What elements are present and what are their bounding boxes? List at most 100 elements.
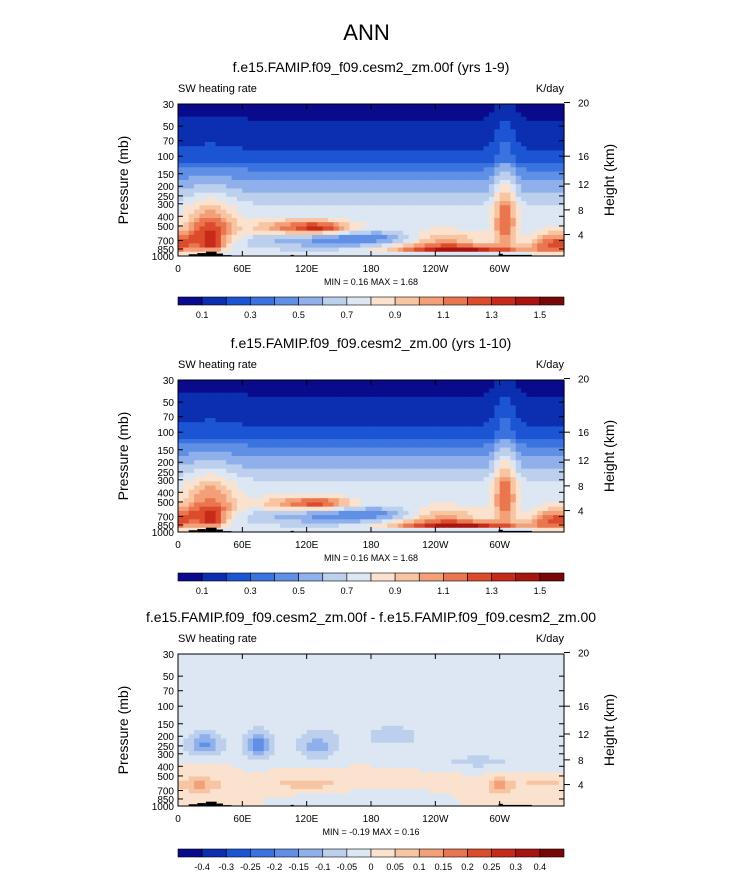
heatmap-cell [462, 409, 469, 415]
heatmap-cell [274, 196, 281, 202]
heatmap-cell [328, 218, 335, 223]
heatmap-cell [424, 146, 431, 152]
heatmap-cell [263, 464, 270, 470]
heatmap-cell [387, 494, 394, 499]
heatmap-cell [531, 456, 538, 461]
heatmap-cell [328, 112, 335, 118]
heatmap-cell [521, 409, 528, 415]
heatmap-cell [312, 171, 318, 177]
heatmap-cell [403, 125, 410, 130]
heatmap-cell [312, 243, 318, 249]
heatmap-cell [328, 422, 335, 428]
heatmap-cell [322, 468, 329, 474]
heatmap-cell [285, 104, 292, 109]
heatmap-cell [349, 464, 356, 470]
heatmap-cell [413, 205, 420, 211]
heatmap-cell [188, 251, 195, 257]
heatmap-cell [328, 396, 335, 402]
heatmap-cell [312, 146, 318, 152]
heatmap-cell [360, 104, 367, 109]
heatmap-cell [360, 188, 367, 194]
heatmap-cell [215, 133, 222, 139]
heatmap-cell [429, 108, 436, 114]
heatmap-cell [462, 251, 469, 257]
heatmap-cell [236, 150, 243, 156]
heatmap-cell [312, 154, 318, 160]
heatmap-cell [408, 247, 415, 253]
heatmap-cell [403, 430, 410, 436]
y-axis-label-right: Height (km) [601, 144, 617, 216]
heatmap-cell [424, 502, 431, 508]
heatmap-cell [542, 388, 549, 394]
heatmap-cell [558, 251, 565, 257]
heatmap-cell [338, 188, 345, 194]
heatmap-cell [188, 175, 195, 181]
heatmap-cell [236, 171, 243, 177]
heatmap-cell [451, 213, 458, 219]
heatmap-cell [392, 443, 399, 449]
heatmap-cell [354, 502, 361, 508]
heatmap-cell [381, 477, 388, 482]
heatmap-cell [553, 205, 560, 211]
heatmap-cell [285, 243, 292, 249]
heatmap-cell [537, 222, 544, 228]
heatmap-cell [274, 392, 281, 398]
heatmap-cell [253, 201, 260, 206]
heatmap-cell [306, 451, 313, 457]
heatmap-cell [440, 409, 447, 415]
heatmap-cell [295, 239, 302, 244]
heatmap-cell [274, 464, 281, 470]
heatmap-cell [306, 209, 313, 215]
heatmap-cell [215, 154, 222, 160]
heatmap-cell [558, 175, 565, 181]
heatmap-cell [462, 201, 469, 206]
heatmap-cell [419, 430, 426, 436]
heatmap-cell [188, 120, 195, 126]
heatmap-cell [338, 184, 345, 190]
heatmap-cell [242, 158, 249, 164]
heatmap-cell [279, 133, 286, 139]
heatmap-cell [440, 234, 447, 240]
heatmap-cell [269, 108, 276, 114]
heatmap-cell [542, 222, 549, 228]
heatmap-cell [424, 158, 431, 164]
heatmap-cell [338, 409, 345, 415]
heatmap-cell [204, 158, 211, 164]
heatmap-cell [236, 205, 243, 211]
heatmap-cell [403, 230, 410, 236]
heatmap-cell [429, 405, 436, 411]
heatmap-cell [526, 405, 533, 411]
heatmap-cell [338, 510, 345, 516]
heatmap-cell [371, 150, 377, 156]
heatmap-cell [472, 150, 479, 156]
heatmap-cell [446, 380, 453, 385]
heatmap-cell [472, 451, 479, 457]
heatmap-cell [521, 222, 528, 228]
heatmap-cell [521, 243, 528, 249]
heatmap-cell [231, 388, 238, 394]
heatmap-cell [231, 137, 238, 143]
heatmap-cell [210, 163, 217, 168]
heatmap-cell [515, 485, 522, 491]
heatmap-cell [467, 188, 474, 194]
heatmap-cell [429, 129, 436, 135]
heatmap-cell [553, 447, 560, 453]
heatmap-cell [397, 502, 404, 508]
heatmap-cell [376, 434, 383, 440]
heatmap-cell [429, 498, 436, 504]
heatmap-cell [387, 481, 394, 487]
heatmap-cell [338, 430, 345, 436]
heatmap-cell [456, 439, 463, 444]
heatmap-cell [354, 422, 361, 428]
heatmap-cell [338, 477, 345, 482]
heatmap-cell [446, 477, 453, 482]
heatmap-cell [199, 439, 206, 444]
heatmap-cell [462, 430, 469, 436]
heatmap-cell [242, 150, 249, 156]
heatmap-cell [413, 192, 420, 198]
heatmap-cell [183, 218, 190, 223]
heatmap-cell [301, 460, 308, 466]
heatmap-cell [312, 167, 318, 173]
heatmap-cell [247, 380, 254, 385]
heatmap-cell [295, 163, 302, 168]
